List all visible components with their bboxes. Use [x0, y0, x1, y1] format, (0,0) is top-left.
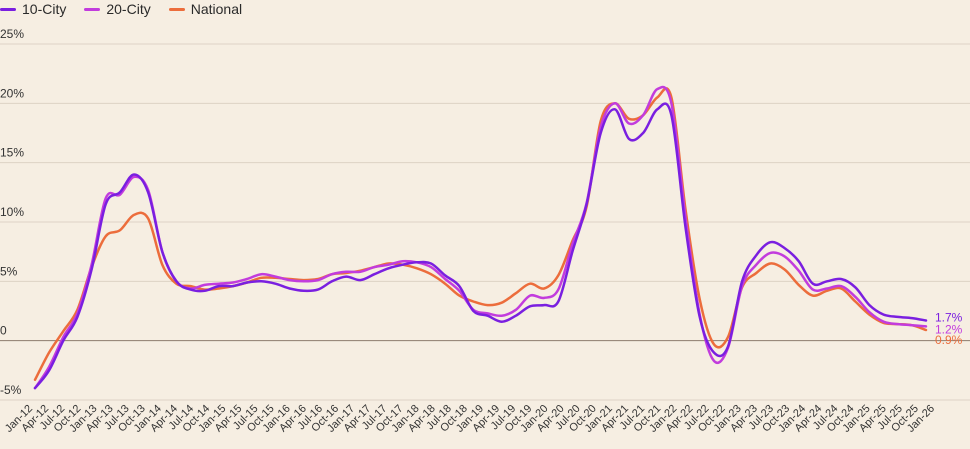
end-label-national: 0.9%: [935, 333, 963, 347]
end-label-10-city: 1.7%: [935, 310, 963, 324]
legend: 10-City 20-City National: [0, 0, 242, 18]
gridlines: [0, 43, 970, 401]
legend-swatch-national: [168, 7, 185, 11]
y-tick-label: 0: [0, 324, 7, 338]
legend-item-national[interactable]: National: [168, 1, 243, 17]
series-line-10-city: [33, 102, 928, 390]
y-tick-label: 5%: [0, 264, 18, 278]
y-tick-label: 15%: [0, 146, 24, 160]
legend-item-20-city[interactable]: 20-City: [84, 1, 151, 17]
legend-item-10-city[interactable]: 10-City: [0, 1, 66, 17]
y-tick-label: 20%: [0, 86, 24, 100]
end-labels: 0.9%1.2%1.7%: [935, 310, 963, 346]
x-axis-ticks: Jan-12Apr-12Jul-12Oct-12Jan-13Apr-13Jul-…: [3, 403, 937, 435]
legend-label-10-city: 10-City: [22, 1, 67, 17]
legend-swatch-10-city: [0, 7, 16, 11]
legend-label-20-city: 20-City: [106, 1, 151, 17]
series-line-20-city: [33, 85, 928, 390]
end-label-20-city: 1.2%: [935, 322, 963, 336]
legend-label-national: National: [190, 1, 243, 17]
y-axis-ticks: 25% 20% 15% 10% 5% 0 -5%: [0, 27, 24, 397]
legend-swatch-20-city: [84, 7, 101, 11]
y-tick-label: 25%: [0, 27, 24, 41]
series-line-national: [33, 87, 928, 382]
series-lines: [33, 85, 928, 390]
y-tick-label: -5%: [0, 383, 22, 397]
y-tick-label: 10%: [0, 205, 24, 219]
